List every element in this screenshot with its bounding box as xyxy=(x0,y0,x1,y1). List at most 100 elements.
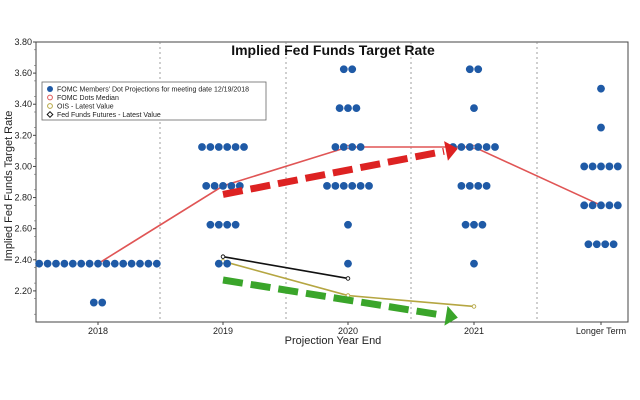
dot-projection xyxy=(470,259,478,268)
dot-projection xyxy=(457,181,466,190)
dot-projection xyxy=(144,259,153,268)
dot-projection xyxy=(609,240,618,249)
series-point xyxy=(345,276,351,281)
dot-projection xyxy=(202,181,211,190)
dot-projection xyxy=(331,143,340,151)
dot-projection xyxy=(474,181,483,190)
dot-projection xyxy=(198,143,206,151)
y-tick-label: 3.80 xyxy=(14,37,32,47)
y-tick-label: 2.20 xyxy=(14,286,32,296)
dot-projection xyxy=(344,220,352,229)
dot-projection xyxy=(356,143,365,151)
y-tick-label: 2.80 xyxy=(14,193,32,203)
dot-projection xyxy=(601,240,610,249)
dot-projection xyxy=(580,162,589,171)
dot-projection xyxy=(219,181,227,190)
dot-projection xyxy=(339,65,348,74)
legend-marker xyxy=(47,86,53,92)
dot-projection xyxy=(588,201,597,210)
dot-projection xyxy=(223,143,232,151)
dot-projection xyxy=(474,65,483,74)
dot-projection xyxy=(119,259,128,268)
dot-projection xyxy=(43,259,52,268)
dot-projection xyxy=(331,181,340,190)
dot-projection xyxy=(344,104,352,113)
dot-projection xyxy=(597,123,605,132)
y-axis-title: Implied Fed Funds Target Rate xyxy=(3,111,15,262)
y-tick-label: 2.60 xyxy=(14,224,32,234)
legend: FOMC Members' Dot Projections for meetin… xyxy=(41,81,267,121)
dot-projection xyxy=(214,259,223,268)
dot-projection xyxy=(214,143,223,151)
dot-projection xyxy=(102,259,111,268)
y-tick-label: 3.60 xyxy=(14,68,32,78)
legend-marker xyxy=(47,103,53,109)
dot-projection xyxy=(348,65,357,74)
dot-projection xyxy=(588,162,597,171)
annotation-arrow-head xyxy=(444,305,458,326)
dot-projection xyxy=(613,201,622,210)
dot-projection xyxy=(605,201,614,210)
dot-projection xyxy=(584,240,593,249)
dot-projection xyxy=(231,143,240,151)
dot-projection xyxy=(457,143,466,151)
dot-projection xyxy=(470,104,478,113)
dot-projection xyxy=(465,143,474,151)
dot-projection xyxy=(352,104,361,113)
legend-label: FOMC Members' Dot Projections for meetin… xyxy=(57,87,249,94)
dot-projection xyxy=(206,220,215,229)
dot-projection xyxy=(152,259,161,268)
y-tick-label: 2.40 xyxy=(14,255,32,265)
dot-projection xyxy=(98,298,107,307)
dot-projection xyxy=(68,259,77,268)
annotation-arrow-head xyxy=(444,141,458,161)
dot-projection xyxy=(461,220,470,229)
x-tick-label: 2021 xyxy=(464,326,484,336)
dot-projection xyxy=(339,143,348,151)
annotation-arrow-shaft xyxy=(222,147,445,198)
dot-projection xyxy=(597,201,605,210)
chart-title: Implied Fed Funds Target Rate xyxy=(231,42,435,58)
legend-label: Fed Funds Futures - Latest Value xyxy=(57,112,161,119)
dot-projection xyxy=(344,259,352,268)
dot-projection xyxy=(89,298,98,307)
dot-projection xyxy=(597,162,605,171)
dot-projection xyxy=(323,181,331,190)
dot-projection xyxy=(85,259,94,268)
dot-projection xyxy=(127,259,136,268)
series-line-2 xyxy=(222,255,349,280)
x-tick-label: 2020 xyxy=(338,326,358,336)
series-point xyxy=(471,304,477,309)
dot-projection xyxy=(335,104,344,113)
dot-projection xyxy=(223,220,232,229)
y-tick-label: 3.40 xyxy=(14,99,32,109)
dot-projection xyxy=(482,143,491,151)
dot-projection xyxy=(491,143,499,151)
dot-projection xyxy=(240,143,248,151)
dot-projection xyxy=(482,181,491,190)
legend-label: OIS - Latest Value xyxy=(57,104,114,111)
dot-projection xyxy=(136,259,144,268)
dot-projection xyxy=(465,181,474,190)
dot-projection xyxy=(356,181,365,190)
dot-projection xyxy=(348,143,357,151)
x-tick-label: 2019 xyxy=(213,326,233,336)
dot-projection xyxy=(365,181,373,190)
dot-projection xyxy=(348,181,357,190)
dot-projection xyxy=(110,259,119,268)
x-tick-label: Longer Term xyxy=(576,326,626,336)
annotation-arrow-shaft xyxy=(222,276,445,319)
dot-projection xyxy=(231,220,240,229)
dot-projection xyxy=(597,84,605,93)
legend-marker xyxy=(47,94,53,101)
dot-projection xyxy=(605,162,614,171)
y-tick-label: 3.00 xyxy=(14,161,32,171)
dot-projection xyxy=(465,65,474,74)
series-line-0 xyxy=(97,146,602,265)
dot-projection xyxy=(52,259,60,268)
dot-projection xyxy=(206,143,215,151)
dot-projection xyxy=(214,220,223,229)
x-axis-title: Projection Year End xyxy=(285,335,382,347)
dot-projection xyxy=(339,181,348,190)
